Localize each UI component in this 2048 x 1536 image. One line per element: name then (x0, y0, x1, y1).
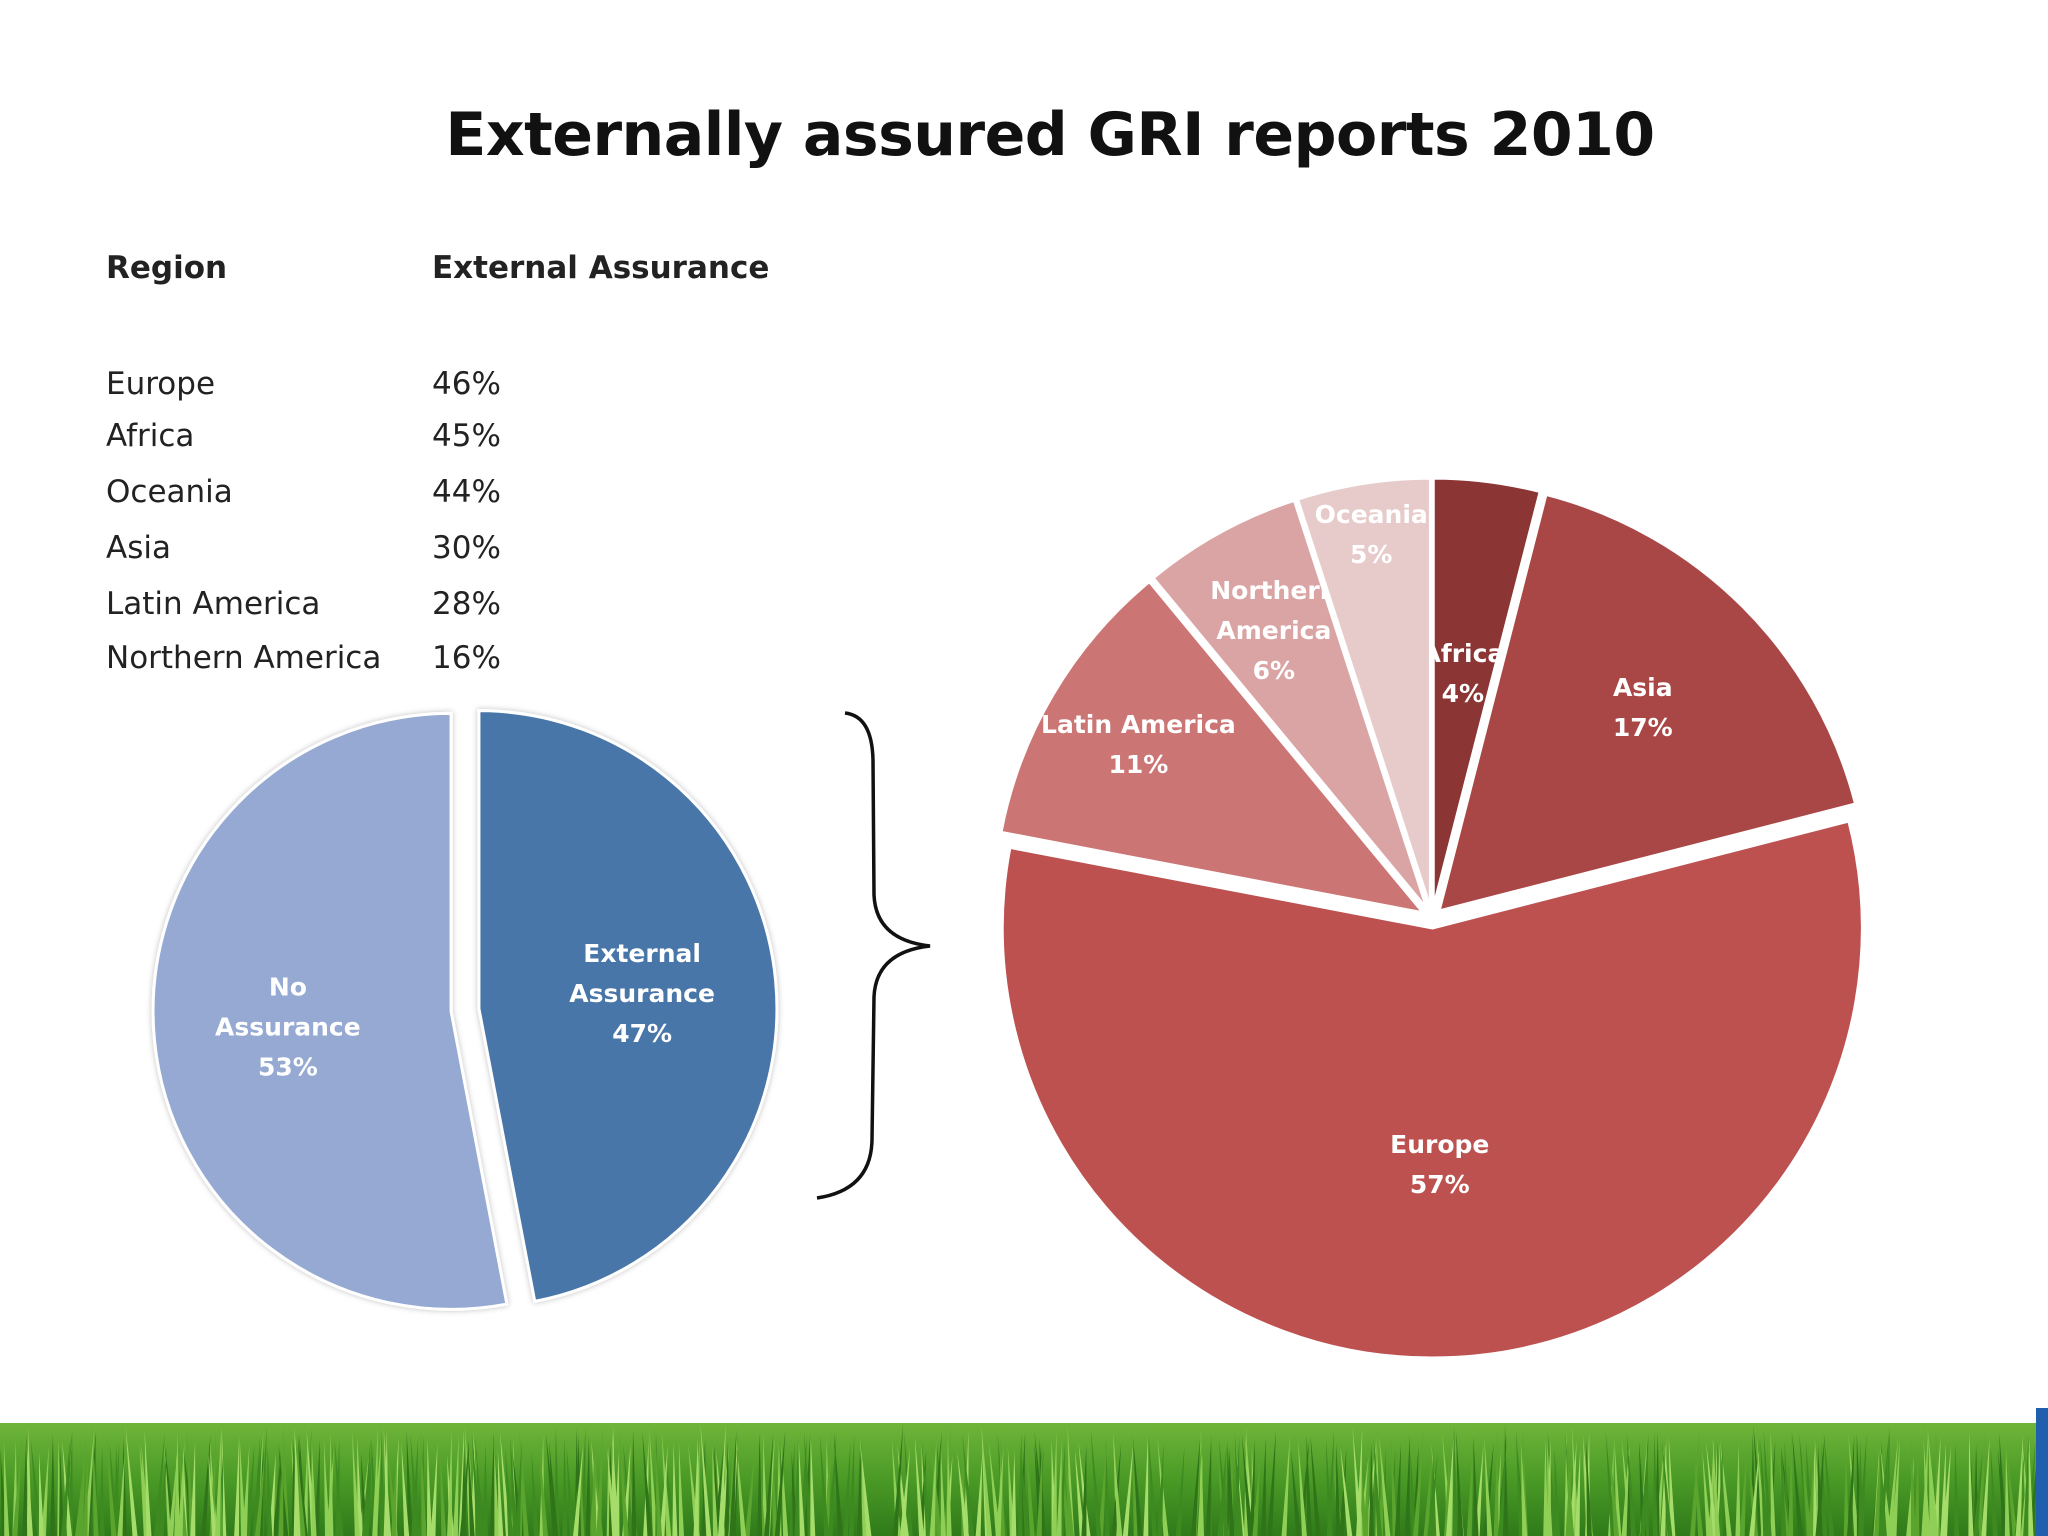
pie-category-label: No (269, 972, 307, 1001)
table-cell-region: Europe (106, 366, 216, 402)
pie-category-label: Assurance (215, 1012, 361, 1041)
table-row: Asia 30% (106, 530, 606, 580)
table-cell-region: Latin America (106, 586, 321, 622)
table-cell-region: Africa (106, 418, 195, 454)
slide-title: Externally assured GRI reports 2010 (445, 100, 1655, 170)
pie-slice-asia (1436, 492, 1858, 914)
table-cell-value: 30% (432, 530, 501, 566)
pie-slice-europe (1000, 819, 1864, 1360)
pie-category-label: Europe (1390, 1130, 1489, 1159)
pie-value-label: 57% (1410, 1170, 1470, 1199)
table-cell-region: Northern America (106, 640, 382, 676)
pie-value-label: 11% (1108, 750, 1168, 779)
pie-value-label: 4% (1442, 679, 1484, 708)
table-cell-value: 44% (432, 474, 501, 510)
pie-slice-latin-america (999, 579, 1428, 916)
assurance-pie-chart: No Assurance 53% External Assurance 47% (151, 709, 779, 1311)
table-cell-region: Asia (106, 530, 171, 566)
pie-value-label: 5% (1350, 540, 1392, 569)
table-header-region: Region (106, 250, 228, 286)
pie-value-label: 17% (1613, 713, 1673, 742)
pie-slice-external-assurance (477, 709, 779, 1304)
table-row: Oceania 44% (106, 474, 606, 524)
pie-category-label: Northern (1210, 576, 1337, 605)
pie-category-label: External (583, 939, 701, 968)
pie-slice-no-assurance (151, 711, 509, 1311)
table-row: Northern America 16% (106, 640, 606, 690)
pie-value-label: 6% (1253, 656, 1295, 685)
table-cell-value: 16% (432, 640, 501, 676)
grouping-brace (816, 711, 931, 1200)
table-row: Latin America 28% (106, 586, 606, 636)
pie-category-label: Oceania (1315, 500, 1428, 529)
table-cell-value: 45% (432, 418, 501, 454)
table-cell-value: 46% (432, 366, 501, 402)
table-cell-value: 28% (432, 586, 501, 622)
table-cell-region: Oceania (106, 474, 233, 510)
pie-slice-northern-america (1150, 498, 1429, 911)
pie-slice-africa (1431, 476, 1543, 909)
corner-accent-bar (2036, 1408, 2048, 1536)
pie-category-label: Asia (1613, 673, 1673, 702)
table-row: Europe 46% (106, 366, 606, 416)
pie-slice-oceania (1295, 476, 1432, 909)
pie-category-label: Latin America (1041, 710, 1236, 739)
pie-category-label: Assurance (569, 979, 715, 1008)
pie-value-label: 47% (612, 1019, 672, 1048)
pie-category-label: Africa (1421, 639, 1504, 668)
table-header-assurance: External Assurance (432, 250, 770, 286)
grass-footer-image (0, 1423, 2048, 1536)
pie-category-label: America (1216, 616, 1331, 645)
pie-value-label: 53% (258, 1052, 318, 1081)
region-pie-chart: Africa 4% Asia 17% Europe 57% Latin America 11%… (999, 476, 1864, 1360)
table-row: Africa 45% (106, 418, 606, 468)
